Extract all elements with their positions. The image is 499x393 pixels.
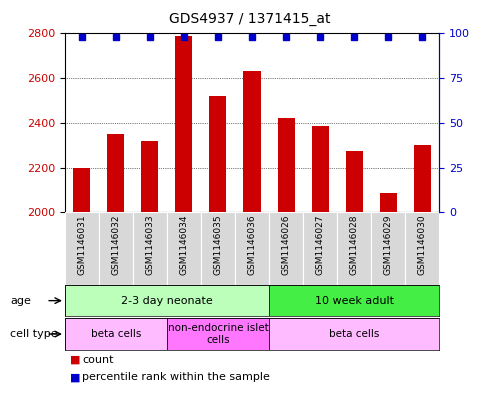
Bar (99, 212, 133, 285)
Text: GDS4937 / 1371415_at: GDS4937 / 1371415_at (169, 12, 330, 26)
Text: non-endocrine islet
cells: non-endocrine islet cells (168, 323, 268, 345)
Text: beta cells: beta cells (329, 329, 379, 339)
Bar (277, 118, 294, 212)
Bar (210, 96, 227, 212)
Text: GSM1146033: GSM1146033 (145, 215, 154, 275)
Bar (311, 126, 328, 212)
Text: GSM1146027: GSM1146027 (315, 215, 324, 275)
Bar (201, 212, 235, 285)
Text: GSM1146026: GSM1146026 (281, 215, 290, 275)
Text: age: age (10, 296, 31, 306)
Bar (133, 212, 167, 285)
Bar (107, 134, 124, 212)
Bar (167, 212, 201, 285)
Bar (345, 151, 363, 212)
Bar (65, 285, 269, 316)
Bar (337, 212, 371, 285)
Bar (405, 212, 439, 285)
Text: GSM1146031: GSM1146031 (77, 215, 86, 275)
Bar (303, 212, 337, 285)
Bar (269, 318, 439, 350)
Text: cell type: cell type (10, 329, 57, 339)
Text: GSM1146032: GSM1146032 (111, 215, 120, 275)
Text: GSM1146035: GSM1146035 (214, 215, 223, 275)
Bar (141, 141, 158, 212)
Bar (414, 145, 431, 212)
Bar (65, 318, 167, 350)
Bar (176, 36, 193, 212)
Text: GSM1146029: GSM1146029 (384, 215, 393, 275)
Text: ■: ■ (70, 372, 80, 382)
Bar (65, 212, 99, 285)
Text: 10 week adult: 10 week adult (314, 296, 394, 306)
Text: percentile rank within the sample: percentile rank within the sample (82, 372, 270, 382)
Bar (73, 167, 90, 212)
Text: count: count (82, 354, 114, 365)
Bar (269, 212, 303, 285)
Text: GSM1146028: GSM1146028 (350, 215, 359, 275)
Bar (235, 212, 269, 285)
Bar (244, 72, 260, 212)
Bar (269, 285, 439, 316)
Text: beta cells: beta cells (91, 329, 141, 339)
Bar (167, 318, 269, 350)
Text: 2-3 day neonate: 2-3 day neonate (121, 296, 213, 306)
Text: GSM1146030: GSM1146030 (418, 215, 427, 275)
Bar (380, 193, 397, 212)
Text: ■: ■ (70, 354, 80, 365)
Text: GSM1146034: GSM1146034 (180, 215, 189, 275)
Text: GSM1146036: GSM1146036 (248, 215, 256, 275)
Bar (371, 212, 405, 285)
